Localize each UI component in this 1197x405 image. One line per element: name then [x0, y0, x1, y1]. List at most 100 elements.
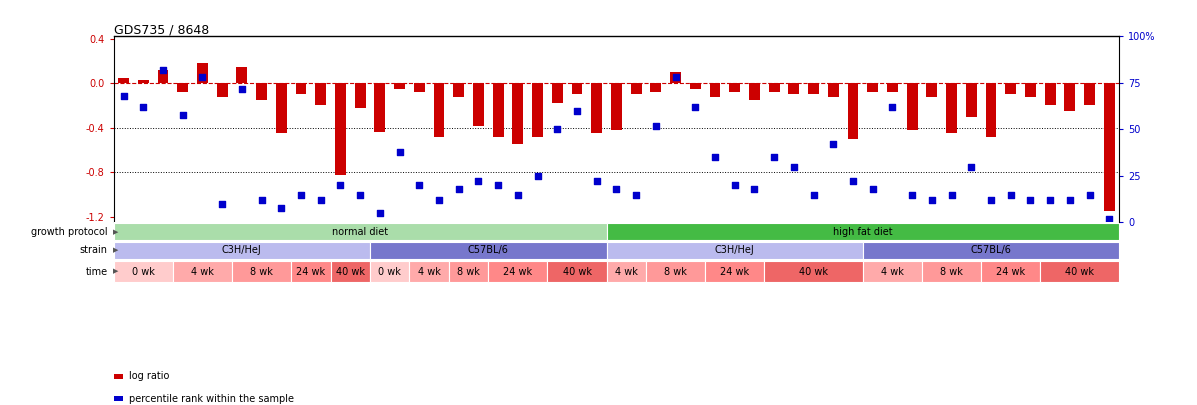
Text: GDS735 / 8648: GDS735 / 8648 — [114, 23, 209, 36]
Bar — [646, 261, 705, 282]
Bar — [119, 78, 129, 83]
Bar — [552, 83, 563, 103]
Bar — [828, 83, 839, 96]
Bar — [607, 223, 1119, 240]
Point — [528, 173, 547, 179]
Point — [824, 141, 843, 147]
Point — [903, 191, 922, 198]
Point — [430, 197, 449, 203]
Text: C3H/HeJ: C3H/HeJ — [221, 245, 262, 255]
Point — [390, 149, 409, 155]
Bar — [533, 83, 543, 136]
Point — [725, 182, 745, 188]
Text: 24 wk: 24 wk — [297, 266, 326, 277]
Bar — [454, 83, 464, 96]
Bar — [863, 261, 922, 282]
Bar — [354, 83, 365, 108]
Point — [626, 191, 645, 198]
Bar — [985, 83, 996, 136]
Text: 4 wk: 4 wk — [192, 266, 214, 277]
Point — [982, 197, 1001, 203]
Point — [784, 163, 803, 170]
Point — [193, 74, 212, 81]
Bar — [512, 83, 523, 145]
Point — [153, 67, 172, 73]
Bar — [607, 261, 646, 282]
Text: 24 wk: 24 wk — [996, 266, 1026, 277]
Bar — [847, 83, 858, 139]
Bar — [370, 242, 607, 259]
Bar — [177, 83, 188, 92]
Bar — [1045, 83, 1056, 105]
Text: C57BL/6: C57BL/6 — [971, 245, 1011, 255]
Point — [213, 200, 232, 207]
Point — [1001, 191, 1020, 198]
Text: strain: strain — [80, 245, 108, 255]
Point — [567, 108, 587, 114]
Point — [883, 104, 903, 110]
Bar — [749, 83, 760, 100]
Text: 0 wk: 0 wk — [132, 266, 154, 277]
Text: 40 wk: 40 wk — [336, 266, 365, 277]
Bar — [631, 83, 642, 94]
Bar — [256, 83, 267, 100]
Point — [705, 154, 724, 160]
Point — [1080, 191, 1099, 198]
Point — [863, 185, 882, 192]
Point — [330, 182, 350, 188]
Text: 8 wk: 8 wk — [940, 266, 964, 277]
Point — [844, 178, 863, 185]
Bar — [217, 83, 227, 96]
Bar — [868, 83, 879, 92]
Bar — [610, 83, 622, 130]
Point — [174, 111, 193, 118]
Bar — [1084, 83, 1095, 105]
Bar — [926, 83, 937, 96]
Bar — [982, 261, 1040, 282]
Text: C57BL/6: C57BL/6 — [468, 245, 509, 255]
Point — [272, 204, 291, 211]
Text: 40 wk: 40 wk — [1065, 266, 1094, 277]
Bar — [1104, 83, 1114, 211]
Bar — [493, 83, 504, 136]
Text: 40 wk: 40 wk — [800, 266, 828, 277]
Text: 8 wk: 8 wk — [250, 266, 273, 277]
Point — [1040, 197, 1059, 203]
Bar — [922, 261, 982, 282]
Text: 4 wk: 4 wk — [418, 266, 440, 277]
Point — [1021, 197, 1040, 203]
Bar — [650, 83, 661, 92]
Text: growth protocol: growth protocol — [31, 227, 108, 237]
Point — [409, 182, 429, 188]
Bar — [172, 261, 232, 282]
Point — [370, 210, 389, 216]
Bar — [591, 83, 602, 133]
Point — [548, 126, 567, 133]
Point — [114, 93, 133, 99]
Bar — [1025, 83, 1035, 96]
Point — [765, 154, 784, 160]
Bar — [670, 72, 681, 83]
Bar — [907, 83, 918, 130]
Point — [232, 85, 251, 92]
Bar — [729, 83, 740, 92]
Text: ▶: ▶ — [113, 269, 117, 275]
Bar — [291, 261, 330, 282]
Bar — [607, 242, 863, 259]
Bar — [1064, 83, 1075, 111]
Point — [449, 185, 468, 192]
Bar — [330, 261, 370, 282]
Bar — [765, 261, 863, 282]
Bar — [572, 83, 583, 94]
Point — [923, 197, 942, 203]
Bar — [689, 83, 700, 89]
Bar — [114, 242, 370, 259]
Text: time: time — [86, 266, 108, 277]
Point — [509, 191, 528, 198]
Point — [1100, 215, 1119, 222]
Bar — [887, 83, 898, 92]
Point — [666, 74, 685, 81]
Bar — [232, 261, 291, 282]
Text: normal diet: normal diet — [332, 227, 388, 237]
Bar — [335, 83, 346, 175]
